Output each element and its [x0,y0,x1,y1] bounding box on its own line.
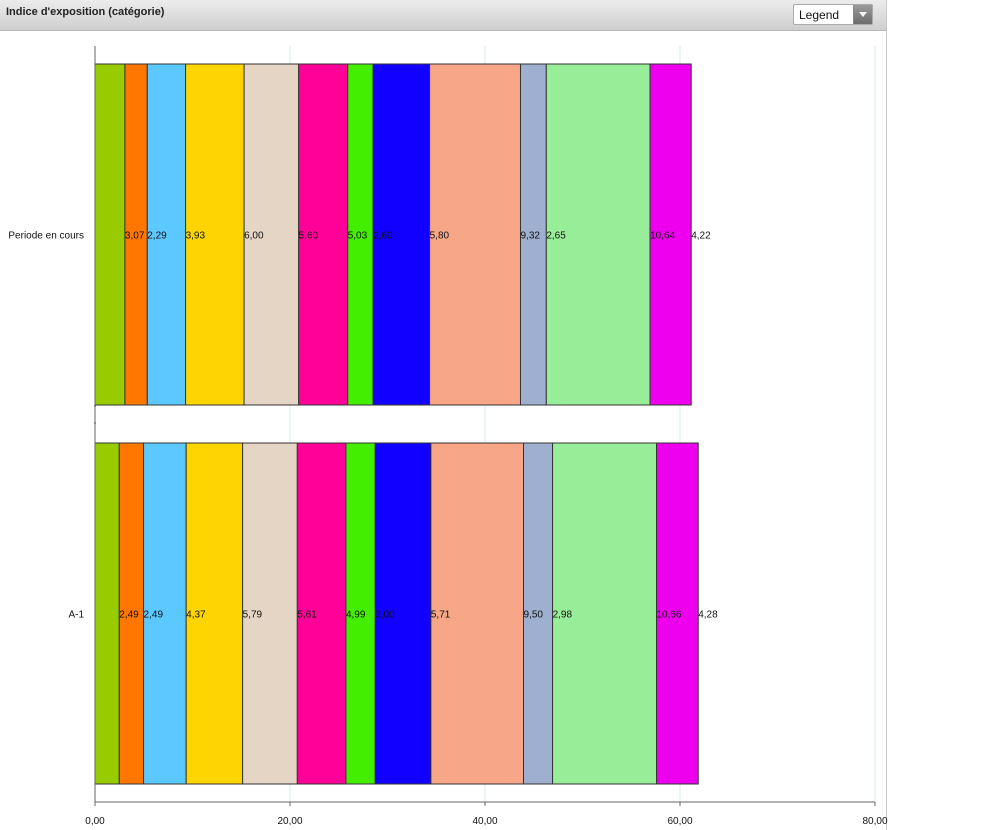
bar-segment [185,63,245,406]
data-label: 6,00 [244,231,264,242]
legend-dropdown[interactable]: Legend [793,4,873,25]
data-label: 5,71 [431,610,451,621]
bar-segment [429,63,521,406]
chart-title: Indice d'exposition (catégorie) [6,6,165,18]
chevron-down-icon [859,12,867,17]
bar-segment [347,63,374,406]
data-label: 2,60 [373,231,393,242]
stacked-bar-chart: 3,07 2,29 3,93 6,00 5,60 5,03 2,60 5,80 9,32 2,65… [8,46,888,827]
data-label: 3,07 [125,231,145,242]
bar-segment [374,442,432,785]
data-label: 2,49 [119,610,139,621]
legend-dropdown-toggle[interactable] [853,5,872,24]
data-label: 5,60 [299,231,319,242]
bar-segment [545,63,651,406]
category-label: Periode en cours [8,231,84,242]
bar-segment [143,442,187,785]
data-label: 4,37 [186,610,206,621]
category-label: A-1 [68,610,84,621]
bar-segment [242,442,298,785]
bar-segment [345,442,376,785]
data-label: 5,80 [430,231,450,242]
data-label: 4,99 [346,610,366,621]
chart-panel: Indice d'exposition (catégorie) Legend 3… [0,0,888,830]
bar-segment [94,63,126,406]
bar-segment [649,63,692,406]
bar-segment [296,442,347,785]
data-label: 10,66 [657,610,682,621]
data-label: 4,28 [698,610,718,621]
bar-segment [243,63,300,406]
bar-segment [185,442,244,785]
x-tick-label: 60,00 [667,816,692,827]
data-label: 2,49 [144,610,164,621]
data-label: 4,22 [691,231,711,242]
x-tick-label: 0,00 [85,816,105,827]
data-label: 5,79 [243,610,263,621]
data-label: 3,00 [375,610,395,621]
bar-segment [430,442,525,785]
bar-segment [146,63,187,406]
data-label: 2,29 [147,231,167,242]
data-label: 10,64 [650,231,675,242]
data-label: 2,98 [553,610,573,621]
x-tick-label: 40,00 [472,816,497,827]
data-label: 3,93 [186,231,206,242]
panel-header: Indice d'exposition (catégorie) Legend [0,0,886,31]
bar-segment [298,63,349,406]
bar-segment [656,442,699,785]
legend-dropdown-label: Legend [799,8,840,22]
data-label: 9,32 [520,231,540,242]
bar-segment [523,442,554,785]
x-tick-label: 20,00 [277,816,302,827]
data-label: 5,61 [297,610,317,621]
data-label: 5,03 [348,231,368,242]
x-tick-label: 80,00 [862,816,887,827]
bar-segment [552,442,658,785]
bar-segment [118,442,145,785]
bar-segment [94,442,120,785]
data-label: 9,50 [524,610,544,621]
data-label: 2,65 [546,231,566,242]
bar-segment [372,63,431,406]
